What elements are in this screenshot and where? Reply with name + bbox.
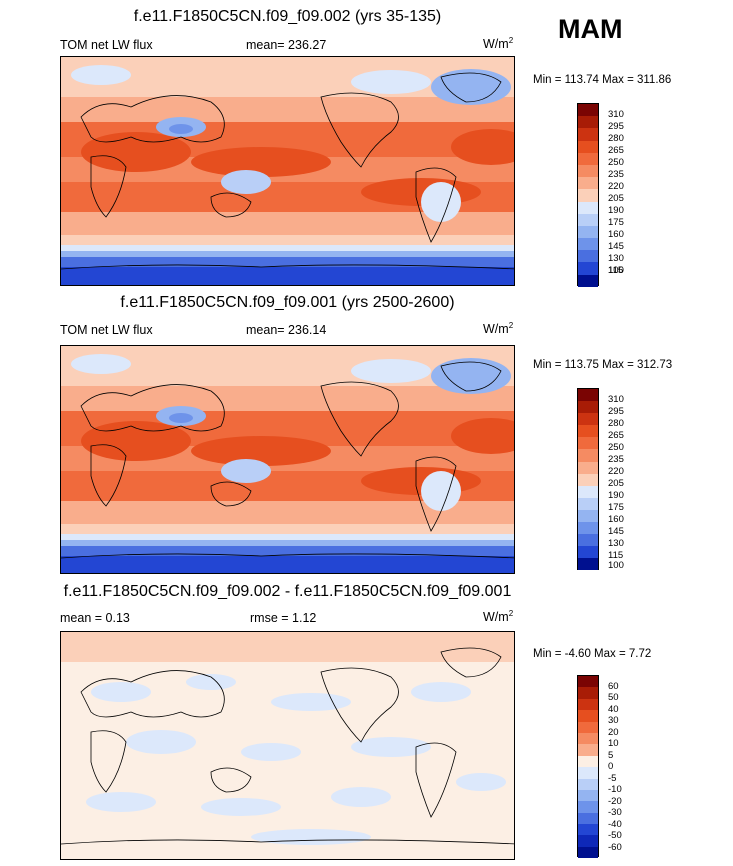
panel1-map-field: [61, 57, 514, 285]
panel1-title: f.e11.F1850C5CN.f09_f09.002 (yrs 35-135): [133, 8, 442, 25]
colorbar-label: 130: [608, 253, 624, 264]
panel1-map: [60, 56, 515, 286]
colorbar-label: 100: [608, 265, 624, 276]
colorbar-label: 205: [608, 478, 624, 489]
colorbar-label: -10: [608, 784, 622, 795]
colorbar-label: -30: [608, 807, 622, 818]
colorbar-label: 115: [608, 550, 624, 561]
colorbar-label: 115: [608, 265, 624, 276]
panel3-map-field: [61, 632, 514, 859]
panel2-mean: mean= 236.14: [246, 323, 327, 337]
colorbar-label: 190: [608, 205, 624, 216]
colorbar-label: 250: [608, 157, 624, 168]
panel2-map: [60, 345, 515, 574]
panel1-minmax: Min = 113.74 Max = 311.86: [533, 74, 672, 86]
colorbar-label: 50: [608, 692, 619, 703]
colorbar-label: 145: [608, 241, 624, 252]
colorbar-label: -50: [608, 830, 622, 841]
colorbar-label: 310: [608, 394, 624, 405]
panel3-map: [60, 631, 515, 860]
colorbar-label: 205: [608, 193, 624, 204]
colorbar-label: 265: [608, 430, 624, 441]
colorbar-label: 220: [608, 466, 624, 477]
colorbar-label: 280: [608, 133, 624, 144]
panel3-title: f.e11.F1850C5CN.f09_f09.002 - f.e11.F185…: [63, 583, 512, 600]
colorbar-label: 220: [608, 181, 624, 192]
colorbar-label: 20: [608, 727, 619, 738]
panel1-variable-label: TOM net LW flux: [60, 38, 153, 52]
panel3-minmax: Min = -4.60 Max = 7.72: [533, 648, 652, 660]
colorbar-label: 175: [608, 502, 624, 513]
colorbar-label: -40: [608, 819, 622, 830]
colorbar-label: 145: [608, 526, 624, 537]
panel2-minmax: Min = 113.75 Max = 312.73: [533, 359, 673, 371]
colorbar-label: 190: [608, 490, 624, 501]
panel3-units: W/m2: [483, 609, 514, 625]
colorbar-label: 295: [608, 121, 624, 132]
season-label: MAM: [558, 14, 623, 44]
panel3-mean: mean = 0.13: [60, 611, 130, 625]
panel1-colorbar: [577, 103, 599, 287]
colorbar-label: 0: [608, 761, 614, 772]
colorbar-label: 160: [608, 229, 624, 240]
panel2-units: W/m2: [483, 321, 514, 337]
colorbar-label: -5: [608, 773, 617, 784]
panel3-rmse: rmse = 1.12: [250, 611, 317, 625]
colorbar-label: 265: [608, 145, 624, 156]
panel1-units: W/m2: [483, 36, 514, 52]
panel2-colorbar: [577, 388, 599, 571]
colorbar-label: -60: [608, 842, 622, 853]
colorbar-label: -20: [608, 796, 622, 807]
colorbar-label: 30: [608, 715, 619, 726]
colorbar-label: 100: [608, 560, 624, 571]
colorbar-label: 280: [608, 418, 624, 429]
panel1-mean: mean= 236.27: [246, 38, 327, 52]
colorbar-label: 235: [608, 454, 624, 465]
colorbar-label: 310: [608, 109, 624, 120]
colorbar-label: 40: [608, 704, 619, 715]
colorbar-label: 295: [608, 406, 624, 417]
colorbar-label: 130: [608, 538, 624, 549]
colorbar-label: 175: [608, 217, 624, 228]
colorbar-label: 60: [608, 681, 619, 692]
colorbar-label: 5: [608, 750, 614, 761]
colorbar-label: 235: [608, 169, 624, 180]
panel2-title: f.e11.F1850C5CN.f09_f09.001 (yrs 2500-26…: [120, 294, 455, 311]
colorbar-label: 10: [608, 738, 619, 749]
panel2-map-field: [61, 346, 514, 573]
colorbar-label: 250: [608, 442, 624, 453]
panel3-colorbar: [577, 675, 599, 859]
colorbar-label: 160: [608, 514, 624, 525]
panel2-variable-label: TOM net LW flux: [60, 323, 153, 337]
